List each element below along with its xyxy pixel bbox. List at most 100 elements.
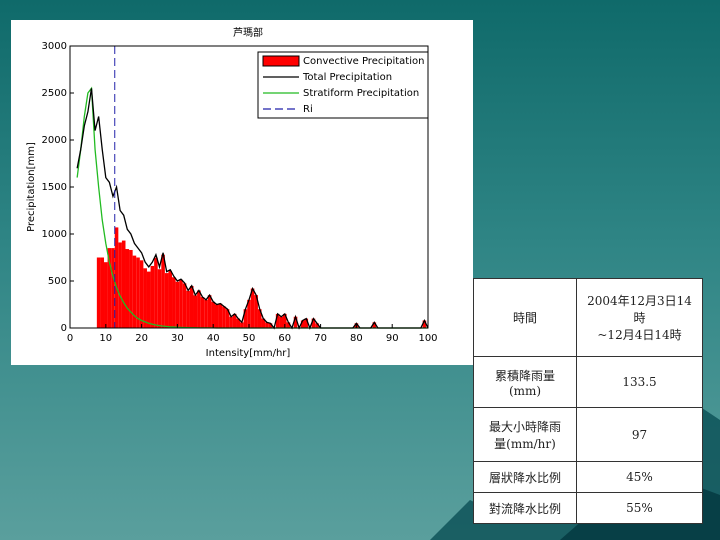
- legend-label: Stratiform Precipitation: [303, 88, 419, 99]
- table-row: 層狀降水比例 45%: [473, 461, 703, 494]
- convective-bar: [311, 318, 316, 328]
- convective-bar: [172, 277, 176, 328]
- convective-bar: [139, 260, 144, 328]
- convective-bar: [186, 290, 190, 328]
- convective-bar: [300, 320, 305, 328]
- convective-bar: [121, 240, 126, 328]
- convective-bar: [422, 320, 427, 328]
- convective-bar: [293, 316, 298, 328]
- value-cell: 133.5: [576, 356, 703, 408]
- convective-bar: [104, 262, 108, 328]
- convective-bar: [118, 242, 122, 328]
- convective-bar: [114, 227, 119, 328]
- convective-bar: [275, 313, 280, 328]
- chart: 芦瑪部 Intensity[mm/hr] Precipitation[mm] 0…: [11, 20, 473, 365]
- y-axis-label: Precipitation[mm]: [26, 142, 37, 232]
- convective-bar: [207, 295, 212, 328]
- info-table: 時間 2004年12月3日14時 ~12月4日14時 累積降雨量 (mm) 133.5…: [473, 277, 703, 524]
- legend-swatch: [262, 55, 300, 67]
- convective-bar: [111, 248, 115, 328]
- x-tick-label: 50: [243, 333, 256, 344]
- convective-bar: [286, 322, 291, 328]
- convective-bar: [240, 322, 244, 328]
- convective-bar: [179, 279, 183, 328]
- convective-bar: [225, 309, 230, 328]
- convective-bar: [132, 255, 137, 328]
- x-tick-label: 60: [278, 333, 291, 344]
- convective-bar: [175, 281, 180, 328]
- x-tick-label: 100: [418, 333, 437, 344]
- value-cell: 97: [576, 406, 703, 463]
- y-tick-label: 2000: [42, 135, 67, 146]
- legend-label: Ri: [303, 104, 313, 115]
- y-tick-label: 500: [48, 276, 67, 287]
- convective-bar: [182, 283, 187, 328]
- x-tick-label: 10: [99, 333, 112, 344]
- label-cell: 對流降水比例: [473, 492, 577, 524]
- convective-bar: [279, 316, 284, 328]
- convective-bar: [136, 257, 140, 328]
- convective-bar: [254, 295, 258, 328]
- convective-bar: [146, 271, 151, 328]
- x-tick-label: 40: [207, 333, 220, 344]
- convective-bar: [243, 309, 248, 328]
- legend-label: Total Precipitation: [302, 72, 392, 83]
- x-axis-label: Intensity[mm/hr]: [206, 348, 291, 359]
- y-tick-label: 0: [61, 323, 67, 334]
- convective-bar: [107, 248, 112, 328]
- value-cell: 55%: [576, 492, 703, 524]
- convective-bar: [204, 299, 208, 328]
- convective-bar: [164, 273, 169, 328]
- convective-bar: [247, 299, 251, 328]
- convective-bar: [161, 254, 165, 328]
- convective-bar: [200, 297, 205, 328]
- convective-bar: [125, 249, 130, 328]
- convective-bar: [157, 269, 162, 328]
- x-tick-label: 90: [386, 333, 399, 344]
- convective-bar: [232, 313, 237, 328]
- convective-bar: [250, 288, 255, 328]
- label-cell: 層狀降水比例: [473, 461, 577, 494]
- convective-bar: [193, 295, 198, 328]
- convective-bar: [268, 323, 273, 328]
- convective-bar: [150, 265, 155, 328]
- convective-bar: [214, 304, 219, 328]
- y-tick-label: 2500: [42, 88, 67, 99]
- x-tick-label: 30: [171, 333, 184, 344]
- x-tick-label: 20: [135, 333, 148, 344]
- chart-title: 芦瑪部: [233, 26, 263, 39]
- convective-bar: [257, 309, 262, 328]
- convective-bar: [265, 322, 269, 328]
- table-row: 對流降水比例 55%: [473, 492, 703, 524]
- convective-bar: [261, 318, 266, 328]
- convective-bar: [197, 290, 201, 328]
- y-tick-label: 1500: [42, 182, 67, 193]
- x-tick-label: 70: [314, 333, 327, 344]
- convective-bar: [211, 301, 215, 328]
- legend-label: Convective Precipitation: [303, 56, 424, 67]
- convective-bar: [100, 257, 105, 328]
- convective-bar: [229, 316, 233, 328]
- convective-bar: [218, 303, 223, 328]
- table-row: 最大小時降雨 量(mm/hr) 97: [473, 406, 703, 463]
- convective-bar: [236, 318, 241, 328]
- convective-bar: [222, 306, 226, 328]
- label-cell: 時間: [473, 277, 577, 358]
- y-tick-label: 3000: [42, 41, 67, 52]
- convective-bar: [129, 249, 133, 328]
- label-cell: 最大小時降雨 量(mm/hr): [473, 406, 577, 463]
- convective-bar: [283, 313, 287, 328]
- label-cell: 累積降雨量 (mm): [473, 356, 577, 408]
- x-tick-label: 80: [350, 333, 363, 344]
- x-tick-label: 0: [67, 333, 73, 344]
- value-cell: 2004年12月3日14時 ~12月4日14時: [576, 277, 703, 358]
- value-cell: 45%: [576, 461, 703, 494]
- convective-bar: [189, 285, 194, 328]
- convective-bar: [315, 323, 319, 328]
- table-row: 時間 2004年12月3日14時 ~12月4日14時: [473, 277, 703, 358]
- y-tick-label: 1000: [42, 229, 67, 240]
- convective-bar: [372, 322, 377, 328]
- convective-bar: [304, 318, 309, 328]
- convective-bar: [96, 257, 101, 328]
